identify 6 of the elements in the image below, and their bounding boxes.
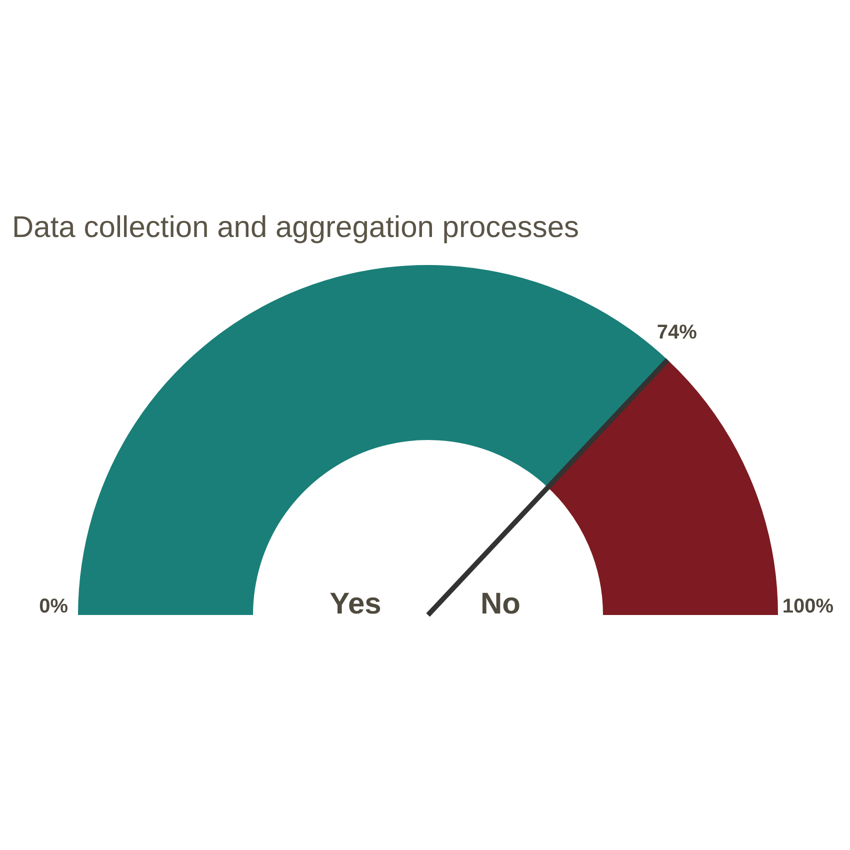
slice-label: No: [480, 587, 520, 620]
slice-label: Yes: [330, 587, 382, 620]
text: 0%: [39, 596, 68, 618]
chart-title: Data collection and aggregation processes: [12, 211, 580, 244]
text: 100%: [782, 596, 834, 618]
data-label: 74%: [656, 321, 698, 344]
